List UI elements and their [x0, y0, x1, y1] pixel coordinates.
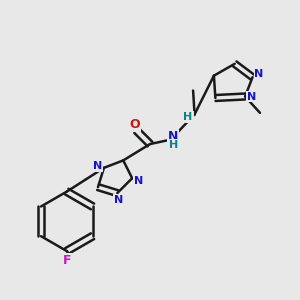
Text: N: N — [254, 69, 264, 79]
Text: N: N — [247, 92, 256, 101]
Text: O: O — [129, 118, 140, 131]
Text: H: H — [183, 112, 193, 122]
Text: N: N — [134, 176, 143, 186]
Text: F: F — [62, 254, 71, 267]
Text: H: H — [169, 140, 178, 150]
Text: N: N — [168, 130, 178, 142]
Text: N: N — [93, 161, 103, 171]
Text: N: N — [114, 195, 123, 205]
